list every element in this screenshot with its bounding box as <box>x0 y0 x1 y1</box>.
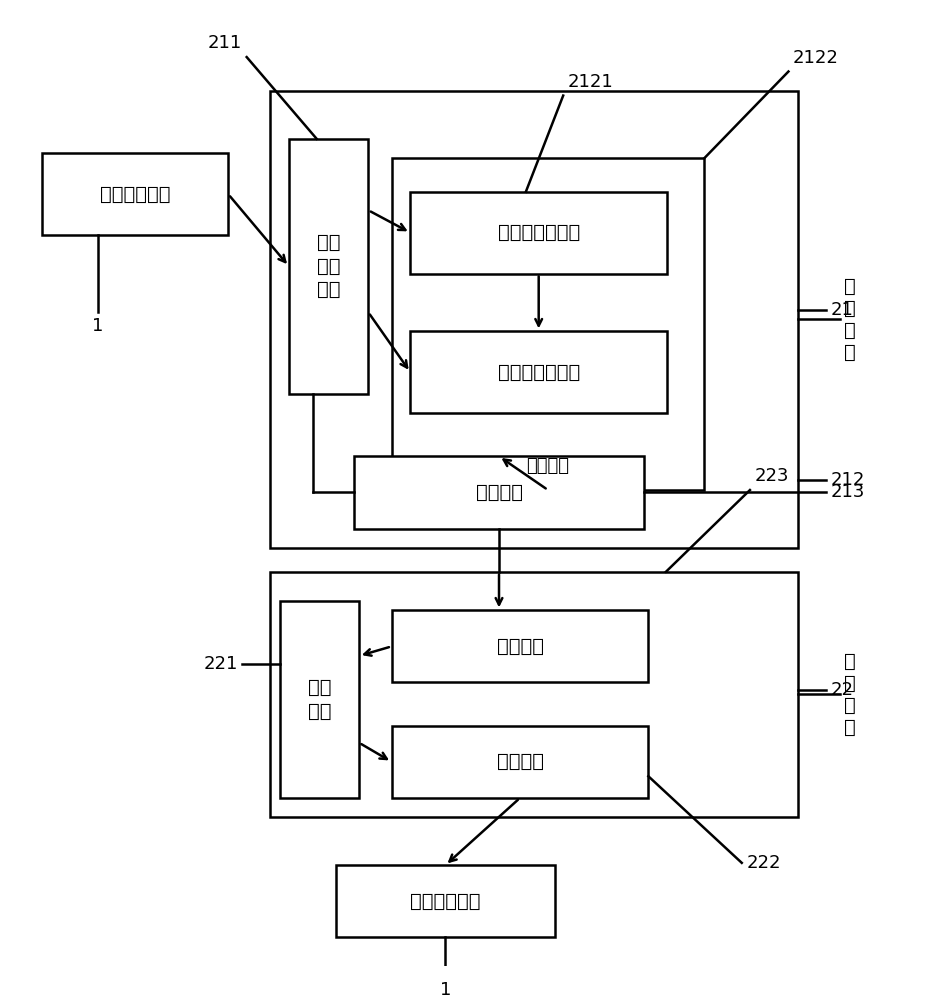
Text: 保护互联设备: 保护互联设备 <box>100 185 171 204</box>
Text: 1: 1 <box>440 981 451 999</box>
Bar <box>411 192 667 274</box>
Bar <box>411 331 667 413</box>
Bar <box>41 153 228 235</box>
Text: 2121: 2121 <box>568 73 613 91</box>
Text: 加
密
模
块: 加 密 模 块 <box>844 277 856 362</box>
Text: 等级加密子单元: 等级加密子单元 <box>497 363 580 382</box>
Text: 212: 212 <box>831 471 865 489</box>
Text: 221: 221 <box>203 655 237 673</box>
Text: 释放
单元: 释放 单元 <box>307 678 331 721</box>
Bar <box>392 610 648 682</box>
Text: 加密单元: 加密单元 <box>527 457 570 475</box>
Text: 222: 222 <box>746 854 781 872</box>
Text: 传输单元: 传输单元 <box>476 483 523 502</box>
Bar <box>280 601 359 798</box>
Text: 211: 211 <box>208 34 242 52</box>
Bar <box>270 91 798 548</box>
Text: 1: 1 <box>92 317 104 335</box>
Bar <box>392 726 648 798</box>
Bar <box>270 572 798 817</box>
Bar <box>335 865 555 937</box>
Text: 保护互联设备: 保护互联设备 <box>410 892 480 911</box>
Text: 22: 22 <box>831 681 853 699</box>
Text: 询问请求子单元: 询问请求子单元 <box>497 223 580 242</box>
Text: 特征
提取
单元: 特征 提取 单元 <box>317 233 340 299</box>
Bar <box>354 456 643 529</box>
Text: 213: 213 <box>831 483 865 501</box>
Bar <box>289 139 368 394</box>
Text: 21: 21 <box>831 301 853 319</box>
Text: 解
密
模
块: 解 密 模 块 <box>844 652 856 737</box>
Text: 解密单元: 解密单元 <box>496 752 544 771</box>
Text: 2122: 2122 <box>793 49 839 67</box>
Text: 计数单元: 计数单元 <box>496 637 544 656</box>
Bar <box>392 158 705 490</box>
Text: 223: 223 <box>755 467 789 485</box>
